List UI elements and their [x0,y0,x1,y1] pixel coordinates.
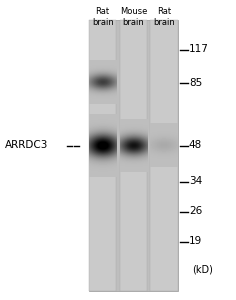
Text: 48: 48 [189,140,202,151]
Bar [89,20,116,291]
Bar [120,20,147,291]
Text: 34: 34 [189,176,202,187]
Text: (kD): (kD) [192,265,213,275]
Text: Rat
brain: Rat brain [92,8,114,27]
Text: 117: 117 [189,44,209,55]
Text: 19: 19 [189,236,202,247]
Bar [88,20,178,291]
Text: 26: 26 [189,206,202,217]
Text: 85: 85 [189,77,202,88]
Text: Rat
brain: Rat brain [153,8,175,27]
Text: ARRDC3: ARRDC3 [5,140,48,151]
Text: Mouse
brain: Mouse brain [120,8,147,27]
Bar [151,20,177,291]
